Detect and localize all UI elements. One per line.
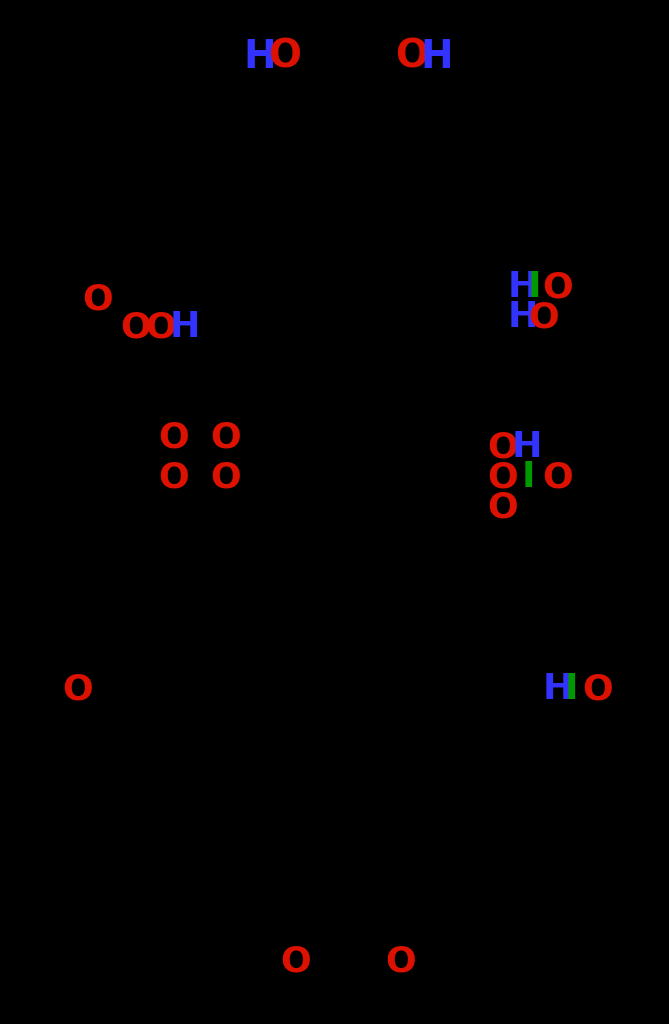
- Text: O: O: [528, 300, 559, 334]
- Text: I: I: [522, 460, 535, 494]
- Text: O: O: [145, 310, 176, 344]
- Text: O: O: [280, 945, 310, 979]
- Text: O: O: [487, 430, 518, 464]
- Text: O: O: [158, 460, 189, 494]
- Text: I: I: [565, 672, 579, 706]
- Text: O: O: [487, 460, 518, 494]
- Text: H: H: [420, 38, 453, 76]
- Text: I: I: [528, 270, 541, 304]
- Text: H: H: [243, 38, 276, 76]
- Text: H: H: [508, 300, 539, 334]
- Text: O: O: [210, 460, 241, 494]
- Text: O: O: [82, 283, 113, 317]
- Text: O: O: [395, 38, 428, 76]
- Text: O: O: [210, 420, 241, 454]
- Text: H: H: [512, 430, 543, 464]
- Text: O: O: [542, 460, 573, 494]
- Text: O: O: [487, 490, 518, 524]
- Text: H: H: [543, 672, 573, 706]
- Text: O: O: [62, 672, 93, 706]
- Text: O: O: [385, 945, 415, 979]
- Text: O: O: [268, 38, 301, 76]
- Text: O: O: [120, 310, 151, 344]
- Text: H: H: [508, 270, 539, 304]
- Text: H: H: [170, 310, 201, 344]
- Text: O: O: [158, 420, 189, 454]
- Text: O: O: [542, 270, 573, 304]
- Text: O: O: [582, 672, 613, 706]
